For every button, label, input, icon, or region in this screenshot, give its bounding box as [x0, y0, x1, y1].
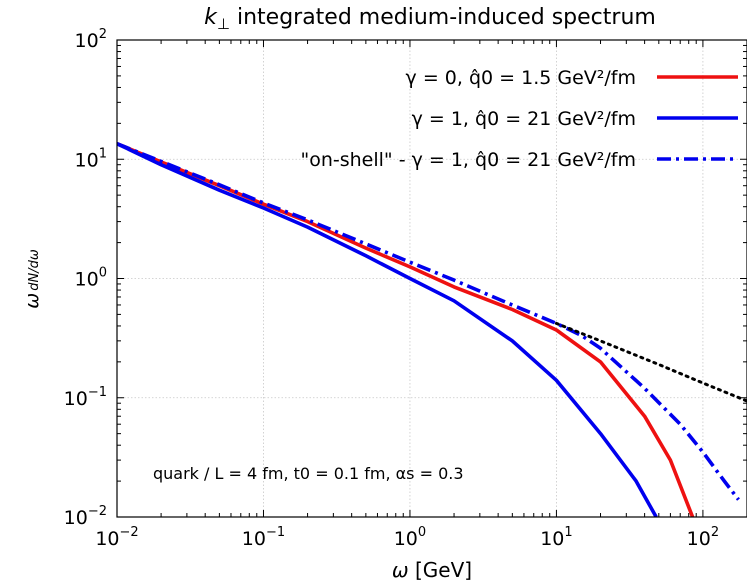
legend: γ = 0, q̂0 = 1.5 GeV²/fm γ = 1, q̂0 = 21 … — [300, 67, 738, 171]
legend-label-1: γ = 1, q̂0 = 21 GeV²/fm — [412, 108, 636, 130]
parameter-annotation: quark / L = 4 fm, t0 = 0.1 fm, αs = 0.3 — [153, 464, 464, 483]
x-tick-label: 10−1 — [242, 525, 285, 550]
y-tick-label: 100 — [75, 266, 107, 291]
y-tick-label: 101 — [75, 146, 107, 171]
tick-labels: 10−2 10−1 100 101 102 10−2 10−1 100 101 102 — [64, 27, 719, 550]
y-axis-label: ωdN/dω — [21, 249, 43, 309]
y-tick-label: 10−2 — [64, 504, 107, 529]
x-tick-label: 101 — [540, 525, 572, 550]
series-line-3 — [554, 321, 747, 403]
legend-label-0: γ = 0, q̂0 = 1.5 GeV²/fm — [406, 67, 636, 89]
x-tick-label: 100 — [394, 525, 426, 550]
series-line-2 — [117, 142, 740, 501]
axis-ticks — [116, 39, 747, 518]
x-tick-label: 102 — [687, 525, 719, 550]
x-axis-label: ω [GeV] — [392, 558, 472, 582]
legend-label-2: "on-shell" - γ = 1, q̂0 = 21 GeV²/fm — [300, 149, 636, 171]
x-tick-label: 10−2 — [95, 525, 138, 550]
series-line-0 — [117, 142, 695, 517]
y-tick-label: 102 — [75, 27, 107, 52]
chart-title: k⊥ integrated medium-induced spectrum — [204, 5, 656, 33]
y-tick-label: 10−1 — [64, 385, 107, 410]
series-line-1 — [117, 142, 658, 517]
series-group — [117, 142, 747, 517]
